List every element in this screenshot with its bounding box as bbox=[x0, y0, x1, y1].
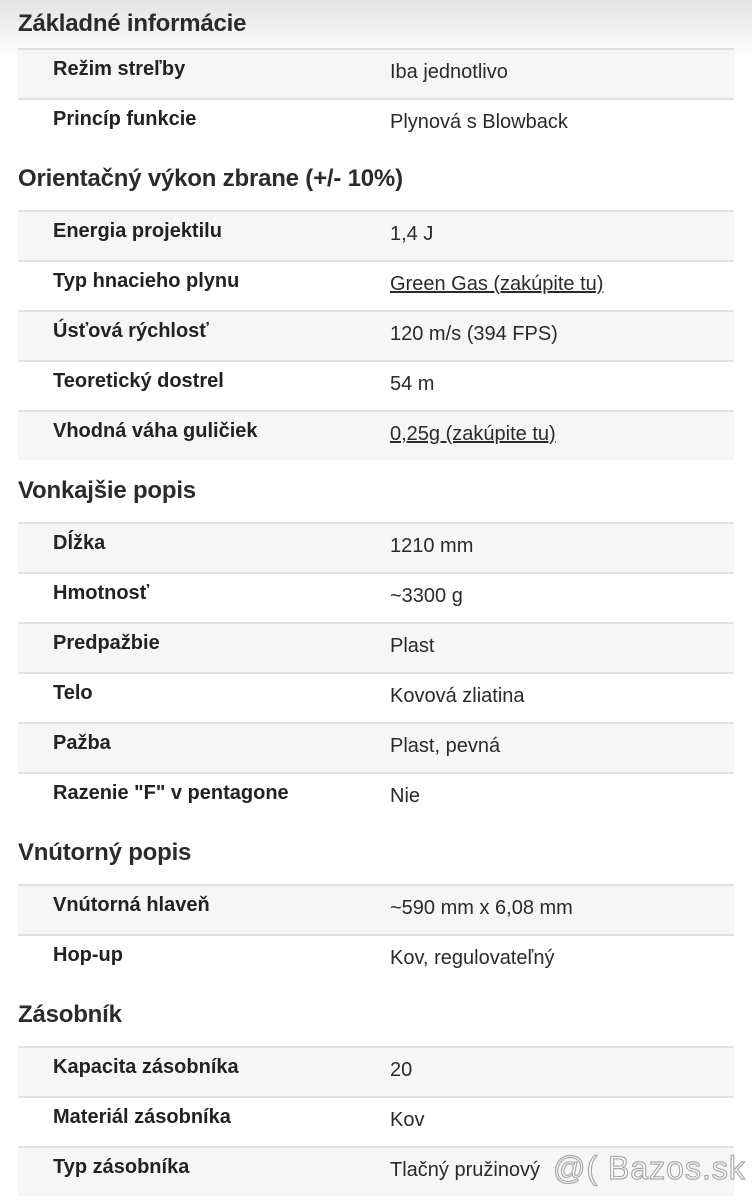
spec-value: Tlačný pružinový bbox=[390, 1159, 541, 1181]
spec-value: Green Gas (zakúpite tu) bbox=[390, 273, 603, 296]
spec-value: Iba jednotlivo bbox=[390, 61, 508, 83]
spec-row: Vhodná váha guličiek 0,25g (zakúpite tu) bbox=[18, 410, 734, 460]
spec-value: 1210 mm bbox=[390, 535, 474, 557]
spec-table: Vnútorná hlaveň ~590 mm x 6,08 mm Hop-up Ko… bbox=[18, 884, 734, 984]
spec-row: Razenie "F" v pentagone Nie bbox=[18, 772, 734, 822]
spec-value: Plast, pevná bbox=[390, 735, 501, 757]
spec-value: ~590 mm x 6,08 mm bbox=[390, 897, 573, 919]
spec-label: Vnútorná hlaveň bbox=[53, 894, 210, 916]
spec-label: Úsťová rýchlosť bbox=[53, 320, 209, 342]
spec-label: Pažba bbox=[53, 732, 111, 754]
section-title: Vnútorný popis bbox=[18, 839, 192, 866]
spec-label: Hmotnosť bbox=[53, 582, 150, 604]
spec-section: Orientačný výkon zbrane (+/- 10%) Energia… bbox=[0, 148, 752, 460]
spec-row: Princíp funkcie Plynová s Blowback bbox=[18, 98, 734, 148]
spec-section: Vnútorný popis Vnútorná hlaveň ~590 mm x 6… bbox=[0, 822, 752, 984]
spec-label: Dĺžka bbox=[53, 532, 106, 554]
spec-value: 0,25g (zakúpite tu) bbox=[390, 423, 556, 446]
spec-value: 54 m bbox=[390, 373, 435, 395]
section-title: Základné informácie bbox=[18, 10, 247, 37]
spec-row: Telo Kovová zliatina bbox=[18, 672, 734, 722]
spec-value: Kovová zliatina bbox=[390, 685, 525, 707]
spec-row: Hop-up Kov, regulovateľný bbox=[18, 934, 734, 984]
spec-label: Teoretický dostrel bbox=[53, 370, 224, 392]
spec-value: ~3300 g bbox=[390, 585, 463, 607]
spec-row: Energia projektilu 1,4 J bbox=[18, 210, 734, 260]
spec-value: Plast bbox=[390, 635, 435, 657]
spec-label: Režim streľby bbox=[53, 58, 186, 80]
spec-table: Režim streľby Iba jednotlivo Princíp funkc… bbox=[18, 48, 734, 148]
spec-label: Predpažbie bbox=[53, 632, 160, 654]
spec-label: Typ zásobníka bbox=[53, 1156, 190, 1178]
spec-value: Plynová s Blowback bbox=[390, 111, 568, 133]
spec-table: Kapacita zásobníka 20 Materiál zásobníka Ko… bbox=[18, 1046, 734, 1196]
spec-label: Hop-up bbox=[53, 944, 123, 966]
spec-value: Kov bbox=[390, 1109, 425, 1131]
spec-label: Kapacita zásobníka bbox=[53, 1056, 239, 1078]
spec-value: Kov, regulovateľný bbox=[390, 947, 555, 969]
spec-section: Vonkajšie popis Dĺžka 1210 mm Hmotnosť ~3300… bbox=[0, 460, 752, 822]
spec-label: Razenie "F" v pentagone bbox=[53, 782, 289, 804]
bazos-watermark: @( Bazos.sk bbox=[552, 1149, 746, 1186]
spec-label: Energia projektilu bbox=[53, 220, 222, 242]
spec-label: Telo bbox=[53, 682, 93, 704]
spec-row: Typ zásobníka Tlačný pružinový bbox=[18, 1146, 734, 1196]
spec-row: Vnútorná hlaveň ~590 mm x 6,08 mm bbox=[18, 884, 734, 934]
spec-value: Nie bbox=[390, 785, 421, 807]
spec-row: Hmotnosť ~3300 g bbox=[18, 572, 734, 622]
spec-row: Pažba Plast, pevná bbox=[18, 722, 734, 772]
spec-value: 120 m/s (394 FPS) bbox=[390, 323, 558, 345]
spec-section: Základné informácie Režim streľby Iba jedn… bbox=[0, 0, 752, 148]
spec-table: Energia projektilu 1,4 J Typ hnacieho plyn… bbox=[18, 210, 734, 460]
buy-link[interactable]: 0,25g (zakúpite tu) bbox=[390, 423, 556, 445]
spec-label: Princíp funkcie bbox=[53, 108, 197, 130]
buy-link[interactable]: Green Gas (zakúpite tu) bbox=[390, 273, 604, 295]
section-title: Zásobník bbox=[18, 1001, 122, 1028]
spec-label: Vhodná váha guličiek bbox=[53, 420, 258, 442]
spec-row: Teoretický dostrel 54 m bbox=[18, 360, 734, 410]
spec-value: 1,4 J bbox=[390, 223, 434, 245]
section-title: Vonkajšie popis bbox=[18, 477, 196, 504]
spec-row: Kapacita zásobníka 20 bbox=[18, 1046, 734, 1096]
spec-section: Zásobník Kapacita zásobníka 20 Materiál zás… bbox=[0, 984, 752, 1196]
spec-value: 20 bbox=[390, 1059, 413, 1081]
spec-row: Úsťová rýchlosť 120 m/s (394 FPS) bbox=[18, 310, 734, 360]
spec-row: Materiál zásobníka Kov bbox=[18, 1096, 734, 1146]
spec-row: Predpažbie Plast bbox=[18, 622, 734, 672]
spec-label: Materiál zásobníka bbox=[53, 1106, 231, 1128]
spec-row: Dĺžka 1210 mm bbox=[18, 522, 734, 572]
spec-row: Režim streľby Iba jednotlivo bbox=[18, 48, 734, 98]
section-title: Orientačný výkon zbrane (+/- 10%) bbox=[18, 165, 403, 192]
spec-table: Dĺžka 1210 mm Hmotnosť ~3300 g Predpažbie Pla… bbox=[18, 522, 734, 822]
spec-label: Typ hnacieho plynu bbox=[53, 270, 240, 292]
spec-row: Typ hnacieho plynu Green Gas (zakúpite tu… bbox=[18, 260, 734, 310]
